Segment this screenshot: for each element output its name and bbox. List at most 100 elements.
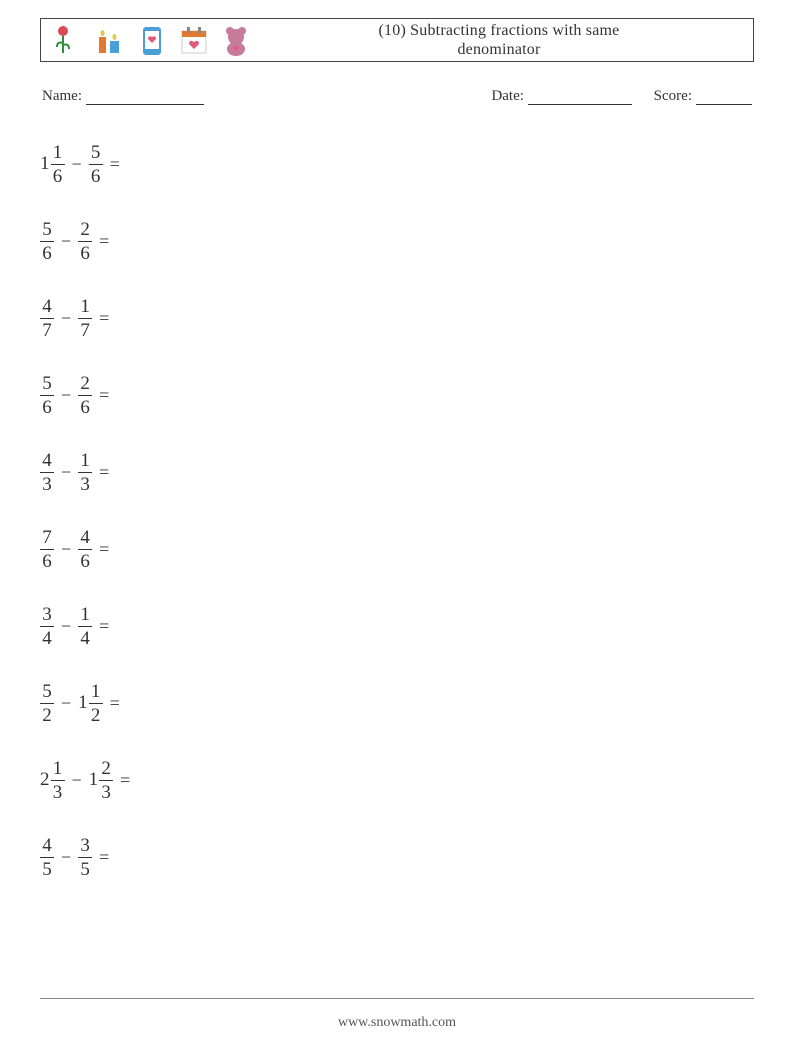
fraction: 46 xyxy=(78,528,92,571)
fraction-bar xyxy=(40,241,54,242)
fraction-bar xyxy=(51,164,65,165)
fraction: 76 xyxy=(40,528,54,571)
minus-operator: − xyxy=(72,154,82,175)
fraction-stack: 13 xyxy=(78,451,92,494)
denominator: 5 xyxy=(78,860,92,879)
fraction-bar xyxy=(78,857,92,858)
fraction-bar xyxy=(40,395,54,396)
equals-sign: = xyxy=(110,693,120,714)
denominator: 6 xyxy=(78,244,92,263)
calendar-heart-icon xyxy=(177,23,211,57)
name-blank[interactable] xyxy=(86,91,204,105)
numerator: 4 xyxy=(40,451,54,470)
problem-row: 213−123= xyxy=(40,757,754,803)
fraction-stack: 26 xyxy=(78,374,92,417)
worksheet-title: (10) Subtracting fractions with same den… xyxy=(253,21,753,59)
fraction-bar xyxy=(78,626,92,627)
fraction-stack: 46 xyxy=(78,528,92,571)
whole-part: 1 xyxy=(40,153,50,175)
fraction-bar xyxy=(78,549,92,550)
numerator: 1 xyxy=(78,605,92,624)
fraction-bar xyxy=(40,472,54,473)
denominator: 3 xyxy=(78,475,92,494)
numerator: 3 xyxy=(78,836,92,855)
mixed-number: 213 xyxy=(40,759,65,802)
numerator: 1 xyxy=(89,682,103,701)
date-field: Date: xyxy=(491,88,631,105)
fraction: 26 xyxy=(78,374,92,417)
denominator: 7 xyxy=(78,321,92,340)
fraction-stack: 76 xyxy=(40,528,54,571)
equals-sign: = xyxy=(99,847,109,868)
equals-sign: = xyxy=(99,539,109,560)
denominator: 6 xyxy=(51,167,65,186)
score-label: Score: xyxy=(654,88,692,105)
minus-operator: − xyxy=(61,847,71,868)
footer-url: www.snowmath.com xyxy=(0,1015,794,1031)
fraction: 17 xyxy=(78,297,92,340)
equals-sign: = xyxy=(99,616,109,637)
score-blank[interactable] xyxy=(696,91,752,105)
title-line-1: (10) Subtracting fractions with same xyxy=(253,21,745,40)
equals-sign: = xyxy=(110,154,120,175)
fraction-bar xyxy=(40,626,54,627)
denominator: 7 xyxy=(40,321,54,340)
problem-row: 34−14= xyxy=(40,603,754,649)
numerator: 7 xyxy=(40,528,54,547)
numerator: 1 xyxy=(78,297,92,316)
fraction: 34 xyxy=(40,605,54,648)
problems-list: 116−56=56−26=47−17=56−26=43−13=76−46=34−… xyxy=(40,141,754,880)
denominator: 6 xyxy=(78,552,92,571)
name-field: Name: xyxy=(42,88,204,105)
numerator: 5 xyxy=(40,374,54,393)
denominator: 6 xyxy=(40,552,54,571)
mixed-number: 123 xyxy=(89,759,114,802)
whole-part: 2 xyxy=(40,769,50,791)
problem-row: 43−13= xyxy=(40,449,754,495)
denominator: 5 xyxy=(40,860,54,879)
name-label: Name: xyxy=(42,88,82,105)
denominator: 6 xyxy=(78,398,92,417)
equals-sign: = xyxy=(120,770,130,791)
fraction-stack: 35 xyxy=(78,836,92,879)
numerator: 2 xyxy=(78,374,92,393)
minus-operator: − xyxy=(61,539,71,560)
fraction-stack: 26 xyxy=(78,220,92,263)
numerator: 1 xyxy=(78,451,92,470)
fraction-bar xyxy=(51,780,65,781)
fraction-stack: 23 xyxy=(99,759,113,802)
title-line-2: denominator xyxy=(253,40,745,59)
numerator: 1 xyxy=(51,143,65,162)
fraction-stack: 47 xyxy=(40,297,54,340)
problem-row: 56−26= xyxy=(40,372,754,418)
minus-operator: − xyxy=(61,385,71,406)
date-blank[interactable] xyxy=(528,91,632,105)
numerator: 2 xyxy=(78,220,92,239)
fraction-stack: 56 xyxy=(40,374,54,417)
fraction-bar xyxy=(40,703,54,704)
denominator: 6 xyxy=(40,244,54,263)
fraction-bar xyxy=(78,318,92,319)
equals-sign: = xyxy=(99,308,109,329)
fraction: 47 xyxy=(40,297,54,340)
fraction-bar xyxy=(99,780,113,781)
problem-row: 47−17= xyxy=(40,295,754,341)
date-label: Date: xyxy=(491,88,523,105)
fraction-stack: 56 xyxy=(40,220,54,263)
fraction-bar xyxy=(89,164,103,165)
problem-row: 45−35= xyxy=(40,834,754,880)
fraction-bar xyxy=(78,241,92,242)
fraction: 35 xyxy=(78,836,92,879)
fraction: 56 xyxy=(40,220,54,263)
worksheet-page: (10) Subtracting fractions with same den… xyxy=(0,0,794,1053)
fraction-bar xyxy=(40,549,54,550)
fraction-bar xyxy=(40,318,54,319)
numerator: 5 xyxy=(40,682,54,701)
denominator: 3 xyxy=(40,475,54,494)
fraction: 56 xyxy=(89,143,103,186)
numerator: 4 xyxy=(40,836,54,855)
numerator: 3 xyxy=(40,605,54,624)
fraction: 56 xyxy=(40,374,54,417)
mixed-number: 116 xyxy=(40,143,65,186)
mixed-number: 112 xyxy=(78,682,103,725)
